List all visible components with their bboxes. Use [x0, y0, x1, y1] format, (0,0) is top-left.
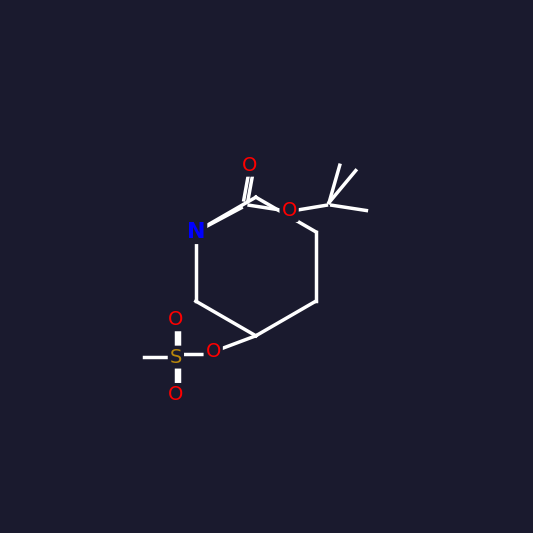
Text: O: O — [281, 201, 297, 220]
Text: S: S — [169, 348, 182, 367]
Text: O: O — [168, 310, 183, 329]
Text: N: N — [187, 222, 205, 242]
Text: O: O — [168, 385, 183, 404]
Text: O: O — [241, 156, 257, 175]
Text: O: O — [206, 342, 221, 361]
